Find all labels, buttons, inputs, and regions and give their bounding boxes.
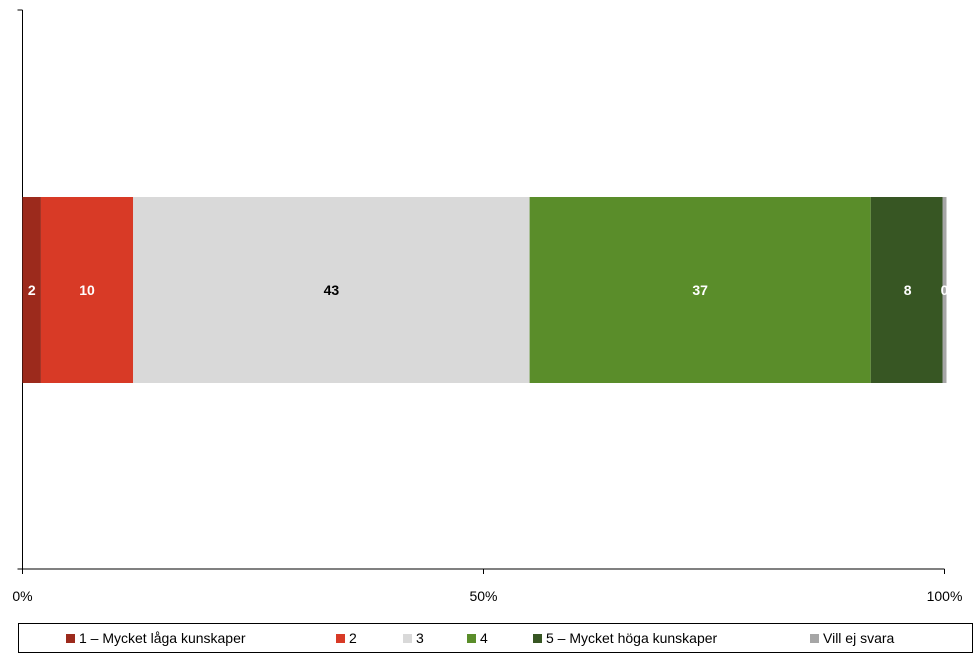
legend-label: Vill ej svara [823, 630, 895, 646]
x-tick-label: 100% [927, 588, 963, 604]
x-tick-label: 0% [12, 588, 32, 604]
data-label: 10 [79, 282, 95, 298]
legend-label: 5 – Mycket höga kunskaper [546, 630, 718, 646]
data-label: 43 [324, 282, 340, 298]
bar-segment [870, 197, 945, 383]
legend-swatch [810, 634, 819, 643]
legend-swatch [533, 634, 542, 643]
data-label: 37 [692, 282, 708, 298]
bar-segment [40, 197, 134, 383]
bar-segment [529, 197, 871, 383]
legend-swatch [336, 634, 345, 643]
data-label: 2 [28, 282, 36, 298]
legend-label: 3 [416, 630, 424, 646]
legend-label: 2 [349, 630, 357, 646]
legend: 1 – Mycket låga kunskaper 2 3 4 5 – Mycket h… [18, 623, 973, 653]
data-labels: 2 10 43 37 8 0 [28, 282, 949, 298]
bar-segment [22, 197, 41, 383]
bar-segments [22, 197, 947, 383]
legend-label: 4 [480, 630, 488, 646]
x-tick-labels: 0% 50% 100% [12, 588, 962, 604]
legend-swatch [403, 634, 412, 643]
legend-swatch [66, 634, 75, 643]
x-tick-label: 50% [469, 588, 497, 604]
data-label: 8 [904, 282, 912, 298]
legend-label: 1 – Mycket låga kunskaper [79, 630, 246, 646]
legend-swatch [467, 634, 476, 643]
bar-segment [942, 197, 947, 383]
data-label: 0 [941, 282, 949, 298]
bar-segment [133, 197, 530, 383]
